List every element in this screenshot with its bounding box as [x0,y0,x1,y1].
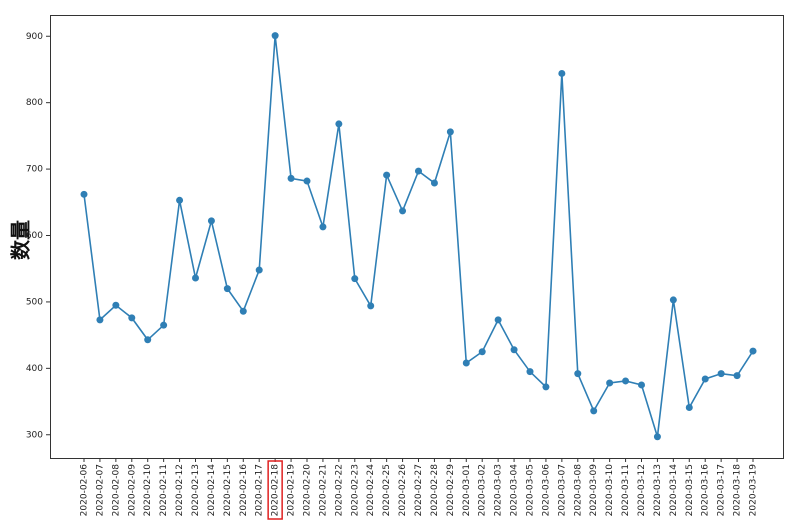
y-tick-label: 800 [26,98,43,108]
data-point [399,207,407,215]
x-tick-label: 2020-02-23 [350,464,360,516]
data-point [574,370,582,378]
x-tick-label: 2020-02-24 [366,464,376,517]
data-point [335,120,343,128]
data-point [430,179,438,187]
x-tick-label: 2020-03-15 [685,464,695,516]
data-point [638,381,645,389]
x-tick-label: 2020-02-11 [159,464,169,516]
x-tick-label: 2020-03-12 [637,464,647,516]
data-point [749,347,757,355]
data-point [701,375,709,383]
x-tick-label: 2020-03-10 [605,464,615,517]
x-tick-label: 2020-02-10 [143,464,153,517]
x-tick-label: 2020-02-09 [127,464,137,517]
x-tick-label: 2020-02-12 [175,464,185,516]
data-point [287,174,295,182]
data-point [223,285,231,293]
x-tick-label: 2020-02-18 [271,464,281,517]
x-tick-label: 2020-03-06 [541,464,551,517]
x-tick-label: 2020-03-04 [510,464,520,517]
y-tick-label: 700 [26,165,43,175]
x-tick-label: 2020-03-18 [733,464,743,517]
x-tick-label: 2020-03-02 [478,464,488,516]
x-tick-label: 2020-02-08 [111,464,121,517]
y-axis-label: 数量 [9,220,33,260]
y-tick-label: 400 [26,364,43,374]
x-tick-label: 2020-02-26 [398,464,408,517]
data-point [112,301,120,309]
y-tick-label: 900 [26,32,43,42]
highlight-box [267,460,283,520]
data-point [383,171,391,179]
x-tick-label: 2020-02-21 [318,464,328,516]
data-point [207,217,215,225]
x-tick-label: 2020-02-17 [255,464,265,516]
x-tick-label: 2020-02-14 [207,464,217,517]
data-point [160,321,168,329]
x-tick-label: 2020-03-14 [669,464,679,517]
data-point [558,69,566,77]
data-point [255,266,263,274]
x-tick-label: 2020-02-25 [382,464,392,516]
x-tick-label: 2020-02-22 [334,464,344,516]
x-tick-label: 2020-02-06 [80,464,90,517]
data-point [622,377,630,385]
data-point [510,346,518,354]
data-point [128,314,136,322]
x-tick-label: 2020-03-19 [749,464,759,517]
series-line [83,35,754,437]
x-tick-label: 2020-02-27 [414,464,424,516]
data-point [176,196,184,204]
plot-frame [50,15,784,459]
y-tick-label: 500 [26,297,43,307]
data-point [96,316,104,324]
x-tick-label: 2020-03-05 [526,464,536,516]
data-point [144,336,152,344]
data-point [80,190,88,198]
x-tick-label: 2020-03-03 [494,464,504,516]
data-point [685,404,693,412]
x-tick-label: 2020-02-07 [95,464,105,516]
data-point [653,433,661,441]
data-point [526,368,534,376]
x-tick-label: 2020-03-01 [462,464,472,516]
x-tick-label: 2020-02-16 [239,464,249,517]
x-tick-label: 2020-02-15 [223,464,233,516]
x-tick-label: 2020-02-28 [430,464,440,517]
data-point [239,307,247,315]
data-point [542,383,550,391]
y-tick-label: 600 [26,231,43,241]
x-tick-label: 2020-03-13 [653,464,663,516]
data-point [192,274,199,282]
x-tick-label: 2020-02-13 [191,464,201,516]
data-point [303,177,311,185]
data-point [319,223,327,231]
data-point [494,316,502,324]
x-tick-label: 2020-02-19 [287,464,297,517]
data-point [415,167,422,175]
data-point [271,32,279,40]
x-tick-label: 2020-02-29 [446,464,456,517]
x-tick-label: 2020-02-20 [303,464,313,517]
data-point [446,128,454,136]
data-point [351,275,359,283]
y-tick-label: 300 [26,430,43,440]
data-point [669,296,677,304]
x-tick-label: 2020-03-11 [621,464,631,516]
x-tick-label: 2020-03-16 [701,464,711,517]
data-point [717,370,725,378]
x-tick-label: 2020-03-07 [557,464,567,516]
data-point [367,302,375,310]
x-tick-label: 2020-03-09 [589,464,599,517]
data-point [590,407,598,415]
data-point [733,372,741,380]
data-point [478,348,486,356]
x-tick-label: 2020-03-17 [717,464,727,516]
data-point [606,379,614,387]
data-point [462,359,470,367]
x-tick-label: 2020-03-08 [573,464,583,517]
